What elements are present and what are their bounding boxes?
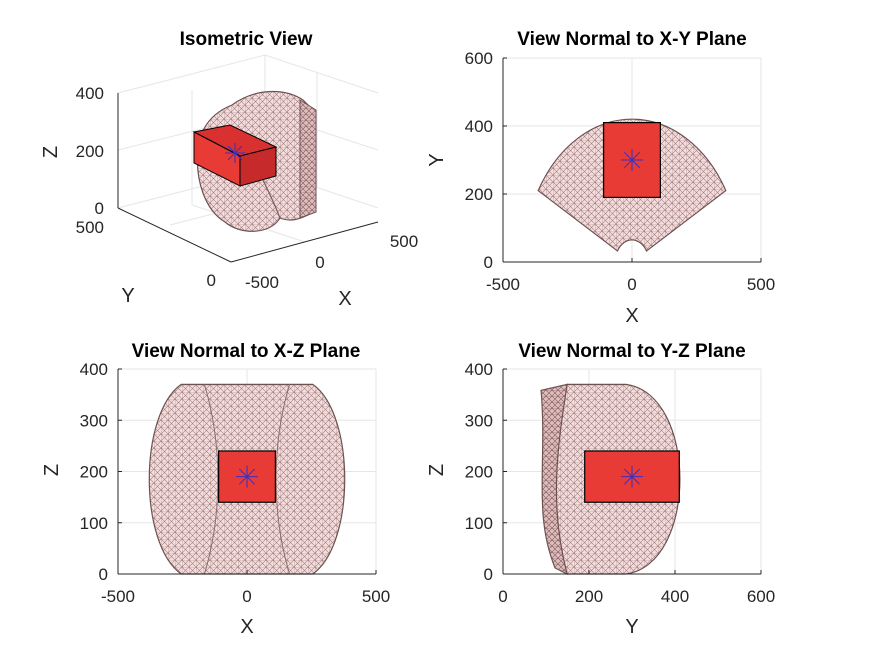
isometric-x-tick: -500: [245, 273, 279, 292]
yz-x-tick-label: 600: [747, 587, 775, 606]
xz-mesh-seam: [203, 384, 219, 575]
xy-y-label: Y: [426, 153, 448, 166]
yz-x-tick-label: 400: [661, 587, 689, 606]
yz-y-tick-label: 300: [465, 411, 493, 430]
xz-x-tick-label: -500: [101, 587, 135, 606]
isometric-z-tick: 200: [76, 142, 104, 161]
xy-y-tick-label: 0: [484, 253, 493, 272]
xy-y-tick-label: 400: [465, 117, 493, 136]
xz-x-label: X: [240, 616, 253, 638]
yz-x-tick-label: 0: [498, 587, 507, 606]
yz-y-label: Z: [426, 464, 448, 476]
xz-y-tick-label: 400: [80, 360, 108, 379]
xy-x-tick-label: 0: [627, 275, 636, 294]
xz-mesh-seam: [275, 384, 291, 575]
isometric-y-axis: [117, 207, 232, 263]
isometric-y-tick: 500: [76, 218, 104, 237]
xz-view-title: View Normal to X-Z Plane: [132, 341, 361, 362]
xz-tick-labels: -500 0 500 0 100 200 300 400: [80, 360, 391, 606]
yz-y-tick-label: 0: [484, 565, 493, 584]
xy-view-panel: View Normal to X-Y Plane -500 0 500 0 200 400…: [426, 29, 776, 327]
isometric-z-tick: 400: [76, 84, 104, 103]
isometric-z-label: Z: [40, 146, 62, 158]
yz-marker: [621, 465, 643, 488]
xz-y-label: Z: [41, 464, 63, 476]
isometric-view-title: Isometric View: [180, 29, 313, 50]
yz-y-tick-label: 100: [465, 514, 493, 533]
isometric-x-label: X: [338, 288, 351, 310]
xy-x-tick-label: 500: [747, 275, 775, 294]
xy-tick-labels: -500 0 500 0 200 400 600: [465, 49, 776, 294]
yz-x-label: Y: [625, 616, 638, 638]
isometric-marker: [225, 143, 245, 163]
isometric-view-panel: Isometric View 400 200: [40, 29, 418, 310]
yz-view-panel: View Normal to Y-Z Plane 0 200 400 600 0 100 2…: [426, 341, 775, 638]
xz-y-tick-label: 0: [99, 565, 108, 584]
xz-y-tick-label: 100: [80, 514, 108, 533]
yz-y-tick-label: 400: [465, 360, 493, 379]
isometric-x-axis: [230, 221, 379, 263]
xz-view-panel: View Normal to X-Z Plane -500 0 500 0 100 200…: [41, 341, 390, 638]
xy-view-title: View Normal to X-Y Plane: [517, 29, 746, 50]
xz-y-tick-label: 300: [80, 411, 108, 430]
isometric-x-tick: 500: [390, 232, 418, 251]
xz-marker: [236, 465, 258, 488]
xy-x-tick-label: -500: [486, 275, 520, 294]
xy-x-label: X: [625, 305, 638, 327]
xz-x-tick-label: 500: [362, 587, 390, 606]
isometric-y-tick: 0: [207, 271, 216, 290]
isometric-box: [192, 124, 278, 187]
yz-x-tick-label: 200: [575, 587, 603, 606]
xy-y-tick-label: 600: [465, 49, 493, 68]
isometric-z-tick: 0: [95, 199, 104, 218]
xy-y-tick-label: 200: [465, 185, 493, 204]
xz-y-tick-label: 200: [80, 463, 108, 482]
yz-tick-labels: 0 200 400 600 0 100 200 300 400: [465, 360, 776, 606]
yz-y-tick-label: 200: [465, 463, 493, 482]
yz-view-title: View Normal to Y-Z Plane: [518, 341, 745, 362]
xy-marker: [621, 149, 643, 171]
xz-x-tick-label: 0: [242, 587, 251, 606]
isometric-x-tick: 0: [315, 253, 324, 272]
isometric-y-label: Y: [121, 285, 134, 307]
